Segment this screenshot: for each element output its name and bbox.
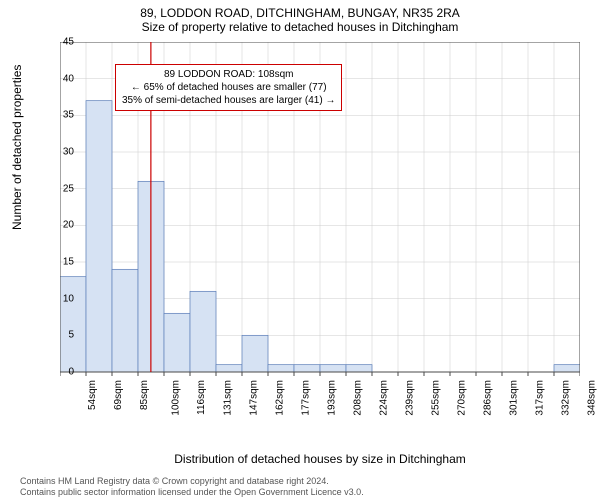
- x-tick-label: 301sqm: [509, 380, 520, 416]
- x-tick-label: 177sqm: [301, 380, 312, 416]
- y-tick-label: 10: [44, 293, 74, 304]
- annotation-line: 35% of semi-detached houses are larger (…: [122, 94, 335, 107]
- x-tick-label: 69sqm: [113, 380, 124, 410]
- y-tick-label: 45: [44, 37, 74, 48]
- x-tick-label: 224sqm: [379, 380, 390, 416]
- y-tick-label: 40: [44, 73, 74, 84]
- x-tick-label: 116sqm: [196, 380, 207, 415]
- x-tick-label: 131sqm: [223, 380, 234, 416]
- y-tick-label: 5: [44, 330, 74, 341]
- x-tick-label: 255sqm: [431, 380, 442, 416]
- footer-attribution: Contains HM Land Registry data © Crown c…: [20, 476, 364, 498]
- chart-container: 89, LODDON ROAD, DITCHINGHAM, BUNGAY, NR…: [0, 0, 600, 500]
- x-tick-label: 332sqm: [561, 380, 572, 416]
- x-tick-label: 162sqm: [275, 380, 286, 416]
- x-tick-label: 147sqm: [249, 380, 260, 416]
- x-tick-label: 317sqm: [535, 380, 546, 416]
- x-tick-label: 100sqm: [171, 380, 182, 416]
- x-tick-label: 270sqm: [457, 380, 468, 416]
- y-tick-label: 35: [44, 110, 74, 121]
- footer-line-1: Contains HM Land Registry data © Crown c…: [20, 476, 364, 487]
- annotation-box: 89 LODDON ROAD: 108sqm← 65% of detached …: [115, 64, 342, 111]
- x-tick-label: 193sqm: [327, 380, 338, 416]
- x-tick-label: 54sqm: [87, 380, 98, 410]
- title-line-2: Size of property relative to detached ho…: [0, 20, 600, 34]
- title-line-1: 89, LODDON ROAD, DITCHINGHAM, BUNGAY, NR…: [0, 6, 600, 20]
- x-tick-label: 85sqm: [139, 380, 150, 410]
- annotation-line: 89 LODDON ROAD: 108sqm: [122, 68, 335, 81]
- footer-line-2: Contains public sector information licen…: [20, 487, 364, 498]
- x-axis-label: Distribution of detached houses by size …: [60, 452, 580, 466]
- x-tick-label: 239sqm: [405, 380, 416, 416]
- y-tick-label: 15: [44, 257, 74, 268]
- x-tick-label: 286sqm: [483, 380, 494, 416]
- annotation-line: ← 65% of detached houses are smaller (77…: [122, 81, 335, 94]
- y-tick-label: 0: [44, 367, 74, 378]
- title-block: 89, LODDON ROAD, DITCHINGHAM, BUNGAY, NR…: [0, 0, 600, 34]
- y-tick-label: 25: [44, 183, 74, 194]
- y-axis-label: Number of detached properties: [10, 65, 24, 230]
- y-tick-label: 20: [44, 220, 74, 231]
- x-tick-label: 208sqm: [353, 380, 364, 416]
- x-tick-label: 348sqm: [587, 380, 598, 416]
- y-tick-label: 30: [44, 147, 74, 158]
